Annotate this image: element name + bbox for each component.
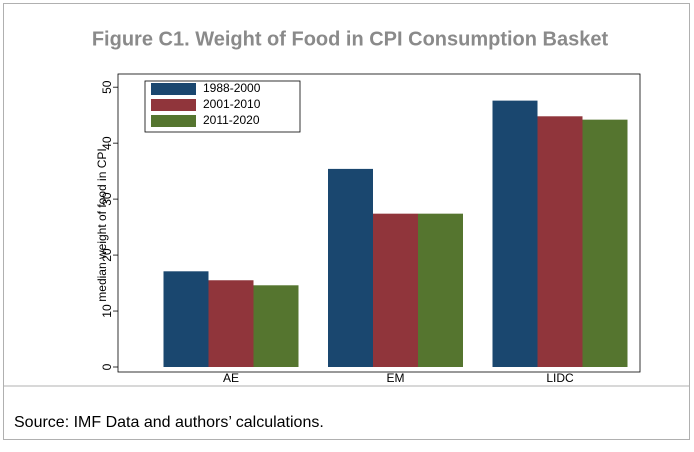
x-tick-label: AE xyxy=(223,371,239,385)
source: Source: IMF Data and authors’ calculatio… xyxy=(14,414,324,431)
bar xyxy=(582,119,628,368)
y-tick-label: 50 xyxy=(100,80,114,94)
x-tick-label: LIDC xyxy=(546,371,574,385)
x-tick-label: EM xyxy=(387,371,405,385)
bar xyxy=(418,213,463,367)
bar xyxy=(253,285,299,367)
y-tick-label: 10 xyxy=(100,304,114,318)
legend-label: 2001-2010 xyxy=(203,97,261,111)
legend-label: 1988-2000 xyxy=(203,81,261,95)
y-tick-label: 30 xyxy=(100,192,114,206)
y-tick-label: 40 xyxy=(100,136,114,150)
legend-label: 2011-2020 xyxy=(203,113,260,127)
bar xyxy=(208,280,254,367)
legend-swatch xyxy=(151,83,196,95)
y-tick-label: 20 xyxy=(100,248,114,262)
bar xyxy=(163,271,209,367)
legend-swatch xyxy=(151,99,196,111)
bar xyxy=(328,168,373,367)
bar xyxy=(373,213,418,367)
y-axis-label: median weight of food in CPI xyxy=(95,148,109,301)
bar xyxy=(537,116,583,368)
chart-title: Figure C1. Weight of Food in CPI Consump… xyxy=(92,28,609,50)
legend-swatch xyxy=(151,115,196,127)
bar xyxy=(492,100,538,367)
y-tick-label: 0 xyxy=(100,363,114,370)
